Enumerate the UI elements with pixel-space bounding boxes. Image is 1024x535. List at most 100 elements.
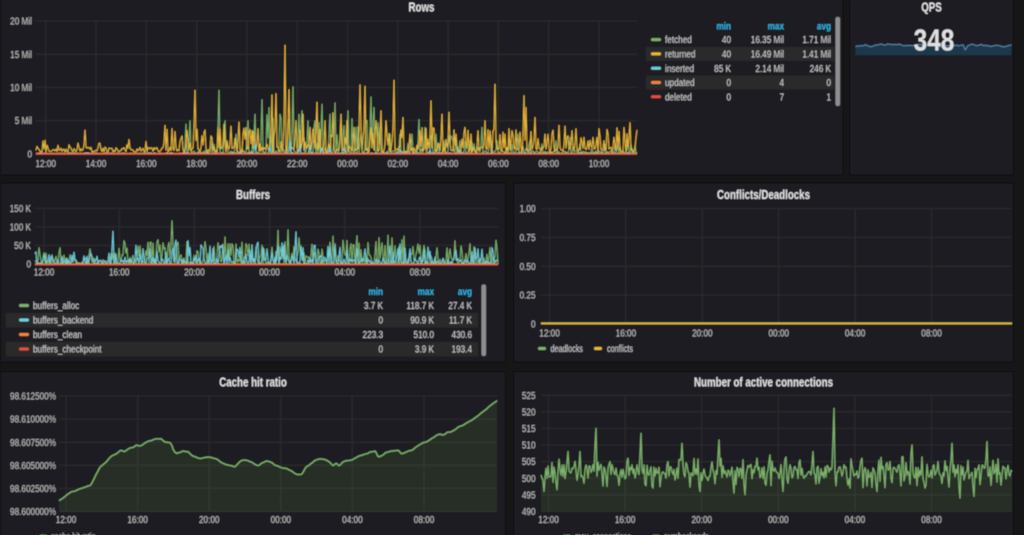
- svg-text:0: 0: [378, 343, 383, 355]
- svg-text:fetched: fetched: [665, 33, 692, 45]
- svg-text:00:00: 00:00: [337, 157, 357, 169]
- svg-text:20:00: 20:00: [237, 157, 257, 169]
- svg-text:Cache hit ratio: Cache hit ratio: [219, 377, 287, 390]
- svg-text:cache hit ratio: cache hit ratio: [51, 531, 96, 535]
- svg-text:20 Mil: 20 Mil: [10, 15, 32, 27]
- svg-text:1.00: 1.00: [520, 202, 536, 214]
- svg-text:04:00: 04:00: [342, 513, 362, 525]
- svg-text:98.605000%: 98.605000%: [10, 459, 57, 471]
- svg-text:08:00: 08:00: [414, 513, 434, 525]
- svg-text:12:00: 12:00: [35, 157, 55, 169]
- svg-text:conflicts: conflicts: [607, 343, 634, 354]
- svg-text:5 Mil: 5 Mil: [15, 114, 32, 126]
- svg-text:04:00: 04:00: [438, 157, 458, 169]
- svg-text:510.0: 510.0: [414, 328, 434, 340]
- svg-text:12:00: 12:00: [538, 513, 558, 525]
- svg-text:buffers_clean: buffers_clean: [33, 328, 82, 340]
- svg-text:0: 0: [826, 76, 831, 88]
- svg-text:04:00: 04:00: [845, 513, 865, 525]
- svg-text:0: 0: [378, 314, 383, 326]
- svg-text:14:00: 14:00: [86, 157, 106, 169]
- svg-text:08:00: 08:00: [921, 326, 941, 338]
- svg-text:18:00: 18:00: [186, 157, 206, 169]
- svg-text:510: 510: [522, 439, 536, 451]
- svg-text:430.6: 430.6: [452, 328, 472, 340]
- svg-text:3.9 K: 3.9 K: [415, 343, 435, 355]
- svg-text:max: max: [768, 20, 785, 32]
- svg-text:20:00: 20:00: [199, 513, 219, 525]
- svg-text:4: 4: [779, 76, 784, 88]
- svg-text:Rows: Rows: [409, 1, 435, 14]
- svg-text:495: 495: [522, 488, 536, 500]
- svg-text:updated: updated: [665, 76, 695, 88]
- svg-text:Buffers: Buffers: [236, 189, 270, 202]
- svg-text:02:00: 02:00: [388, 157, 408, 169]
- svg-text:100 K: 100 K: [10, 220, 32, 232]
- svg-text:2.14 Mil: 2.14 Mil: [755, 62, 784, 74]
- svg-text:20:00: 20:00: [691, 513, 711, 525]
- svg-text:deadlocks: deadlocks: [551, 343, 584, 354]
- svg-text:08:00: 08:00: [538, 157, 558, 169]
- svg-text:98.602500%: 98.602500%: [10, 482, 57, 494]
- svg-text:0: 0: [26, 257, 31, 269]
- svg-text:246 K: 246 K: [810, 62, 832, 74]
- svg-text:buffers_alloc: buffers_alloc: [33, 299, 79, 311]
- svg-text:max: max: [418, 285, 435, 297]
- svg-text:0.75: 0.75: [520, 231, 536, 243]
- svg-text:QPS: QPS: [921, 1, 942, 14]
- svg-text:193.4: 193.4: [452, 343, 472, 355]
- svg-text:98.600000%: 98.600000%: [10, 505, 57, 517]
- svg-text:avg: avg: [458, 285, 472, 297]
- svg-text:0: 0: [531, 317, 536, 329]
- svg-text:16:00: 16:00: [615, 513, 635, 525]
- svg-text:16:00: 16:00: [127, 513, 147, 525]
- svg-text:7: 7: [779, 90, 784, 102]
- svg-text:returned: returned: [665, 47, 695, 59]
- svg-text:04:00: 04:00: [335, 265, 355, 277]
- svg-text:min: min: [368, 285, 383, 297]
- svg-text:1.71 Mil: 1.71 Mil: [802, 33, 831, 45]
- svg-text:1.41 Mil: 1.41 Mil: [802, 47, 831, 59]
- svg-text:11.7 K: 11.7 K: [449, 314, 473, 326]
- svg-text:00:00: 00:00: [768, 326, 788, 338]
- svg-text:98.607500%: 98.607500%: [10, 436, 57, 448]
- svg-text:0: 0: [27, 147, 32, 159]
- svg-text:98.612500%: 98.612500%: [10, 390, 57, 402]
- svg-text:12:00: 12:00: [539, 326, 559, 338]
- svg-text:Conflicts/Deadlocks: Conflicts/Deadlocks: [717, 189, 810, 202]
- svg-text:40: 40: [722, 47, 731, 59]
- svg-text:00:00: 00:00: [259, 265, 279, 277]
- svg-text:0: 0: [726, 76, 731, 88]
- svg-text:27.4 K: 27.4 K: [448, 299, 472, 311]
- svg-text:40: 40: [722, 33, 731, 45]
- svg-text:0.50: 0.50: [520, 260, 536, 272]
- svg-text:16:00: 16:00: [109, 265, 129, 277]
- svg-text:16:00: 16:00: [136, 157, 156, 169]
- svg-text:min: min: [716, 20, 731, 32]
- svg-text:348: 348: [914, 23, 955, 57]
- svg-text:22:00: 22:00: [287, 157, 307, 169]
- svg-text:max_connections: max_connections: [575, 531, 632, 535]
- svg-text:85 K: 85 K: [714, 62, 731, 74]
- svg-text:90.9 K: 90.9 K: [410, 314, 434, 326]
- svg-text:3.7 K: 3.7 K: [364, 299, 384, 311]
- svg-text:98.610000%: 98.610000%: [10, 413, 57, 425]
- svg-text:04:00: 04:00: [845, 326, 865, 338]
- svg-text:0: 0: [726, 90, 731, 102]
- svg-text:525: 525: [522, 389, 536, 401]
- svg-text:490: 490: [522, 505, 536, 517]
- svg-text:12:00: 12:00: [56, 513, 76, 525]
- svg-text:00:00: 00:00: [768, 513, 788, 525]
- svg-text:20:00: 20:00: [184, 265, 204, 277]
- svg-text:16.49 Mil: 16.49 Mil: [751, 47, 784, 59]
- svg-text:numbackends: numbackends: [664, 531, 709, 535]
- svg-text:20:00: 20:00: [692, 326, 712, 338]
- svg-text:505: 505: [522, 455, 536, 467]
- svg-text:223.3: 223.3: [363, 328, 383, 340]
- svg-text:08:00: 08:00: [921, 513, 941, 525]
- svg-text:10:00: 10:00: [589, 157, 609, 169]
- svg-text:150 K: 150 K: [10, 202, 32, 214]
- svg-text:500: 500: [522, 472, 536, 484]
- svg-text:16.35 Mil: 16.35 Mil: [751, 33, 784, 45]
- svg-text:avg: avg: [817, 20, 831, 32]
